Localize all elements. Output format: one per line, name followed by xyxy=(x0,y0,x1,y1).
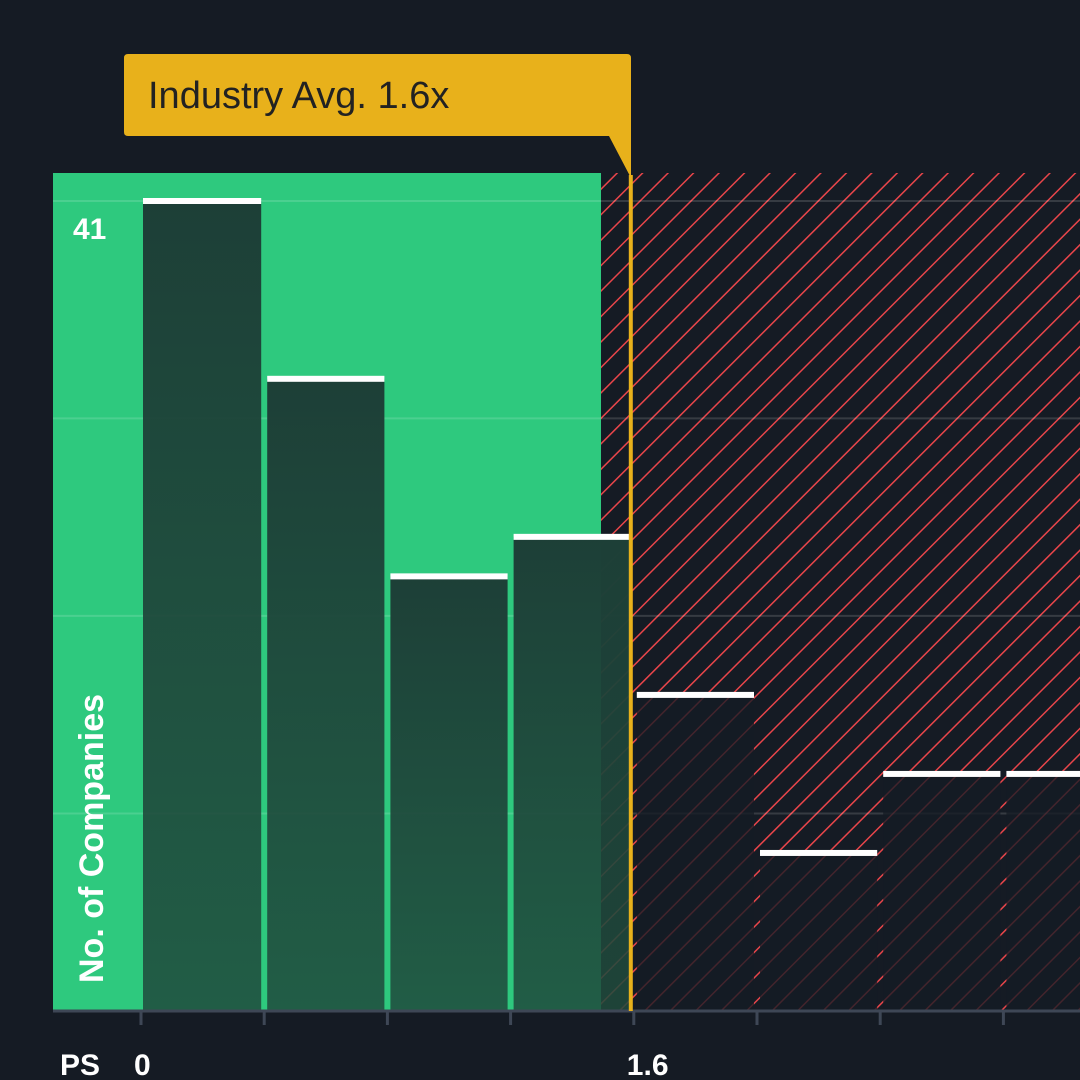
y-axis-tick-labels: 41 xyxy=(73,213,106,246)
x-axis-title: PS xyxy=(60,1049,100,1080)
bar xyxy=(1006,773,1080,1011)
y-tick-label: 41 xyxy=(73,213,106,246)
bar-top-marker xyxy=(267,375,385,382)
x-axis-ticks: 0 1.6 xyxy=(134,1011,1005,1080)
bar xyxy=(267,378,385,1011)
x-tick-label: 0 xyxy=(134,1049,151,1080)
bar-top-marker xyxy=(513,533,631,540)
bar-top-marker xyxy=(883,770,1001,777)
bar xyxy=(390,576,508,1011)
bar-top-marker xyxy=(760,849,878,856)
industry-average-label: Industry Avg. 1.6x xyxy=(148,75,449,117)
bar xyxy=(883,773,1001,1011)
y-axis-title: No. of Companies xyxy=(73,694,111,983)
bar xyxy=(636,694,754,1011)
bar-top-marker xyxy=(390,573,508,580)
industry-average-callout xyxy=(124,54,631,178)
bar-top-marker xyxy=(143,198,262,204)
bar-top-marker xyxy=(1006,770,1080,777)
bar xyxy=(143,201,262,1011)
industry-average-marker: Industry Avg. 1.6x xyxy=(124,54,633,1011)
bars xyxy=(143,198,1080,1011)
bar xyxy=(513,536,631,1011)
bar xyxy=(760,852,878,1011)
x-tick-label: 1.6 xyxy=(627,1049,669,1080)
bar-top-marker xyxy=(636,691,754,698)
